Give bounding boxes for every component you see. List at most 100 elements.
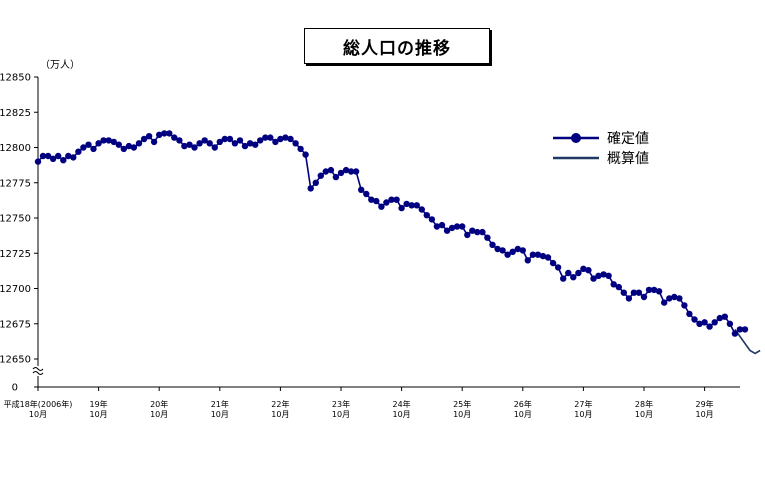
axis-break-mark [32, 371, 44, 375]
data-point [706, 323, 713, 330]
data-point [55, 152, 62, 160]
data-point [216, 138, 223, 146]
x-tick-label-month: 10月 [211, 410, 229, 419]
data-point [524, 257, 531, 264]
data-point [469, 227, 476, 234]
data-point [438, 221, 446, 229]
data-point [140, 135, 148, 143]
data-point [80, 144, 87, 151]
axes [32, 77, 740, 388]
data-point [388, 196, 395, 203]
legend: 確定値 概算値 [553, 128, 649, 168]
x-tick-label-year: 25年 [453, 399, 471, 409]
data-point [570, 274, 577, 281]
axis-break-mask [32, 366, 44, 376]
x-axis-ticks: 平成18年(2006年)10月19年10月20年10月21年10月22年10月2… [4, 387, 714, 419]
data-point [544, 254, 552, 261]
data-point [484, 234, 491, 241]
x-tick-label-month: 10月 [696, 410, 714, 419]
data-point [620, 289, 627, 296]
x-tick-label-year: 19年 [90, 399, 108, 409]
data-point [666, 295, 673, 302]
data-point [580, 265, 587, 272]
x-tick-label-month: 10月 [393, 410, 411, 419]
data-point [322, 168, 329, 175]
x-tick-label-year: 26年 [514, 399, 532, 409]
x-tick-label-month: 10月 [29, 410, 47, 419]
data-point [226, 135, 234, 143]
data-point [509, 248, 516, 255]
data-point [186, 141, 193, 148]
data-point [428, 216, 436, 223]
x-tick-label-year: 24年 [393, 399, 411, 409]
data-point [560, 275, 567, 282]
y-tick-label: 12675 [0, 319, 31, 330]
data-point [85, 141, 92, 148]
data-point [676, 295, 683, 302]
data-point [418, 206, 425, 213]
data-point [514, 245, 521, 253]
y-tick-label: 12800 [0, 143, 31, 154]
data-point [443, 227, 451, 234]
data-point [342, 166, 350, 174]
x-tick-label-month: 10月 [514, 410, 532, 419]
y-tick-label: 12650 [0, 355, 31, 366]
data-point [130, 144, 138, 151]
data-point [605, 272, 612, 279]
y-tick-label: 12700 [0, 284, 31, 295]
data-point [686, 310, 693, 318]
data-point [65, 152, 72, 160]
data-point [661, 299, 668, 306]
data-point [529, 251, 537, 258]
data-point [166, 130, 173, 137]
x-tick-label-year: 平成18年(2006年) [4, 399, 73, 409]
y-zero-label: 0 [12, 383, 18, 394]
data-point [44, 152, 52, 160]
data-point [474, 228, 481, 236]
data-point [145, 133, 153, 140]
data-point [590, 275, 597, 282]
data-point [655, 288, 663, 295]
legend-item-confirmed: 確定値 [553, 128, 649, 148]
data-point [302, 151, 309, 158]
data-point [413, 202, 420, 209]
data-point [262, 134, 269, 141]
data-point [120, 145, 128, 153]
y-tick-label: 12750 [0, 214, 31, 225]
data-point [337, 169, 345, 177]
data-point [297, 145, 304, 153]
data-point [292, 140, 299, 147]
data-point [711, 319, 718, 326]
x-tick-label-month: 10月 [574, 410, 592, 419]
data-point [731, 330, 739, 337]
data-point [150, 138, 158, 146]
data-point [196, 140, 203, 147]
data-point [554, 264, 562, 271]
data-point [519, 247, 526, 254]
data-point [499, 247, 506, 254]
x-tick-label-year: 23年 [332, 399, 350, 409]
data-point [312, 179, 319, 186]
data-point [489, 241, 496, 248]
data-point [398, 204, 405, 212]
x-tick-label-month: 10月 [453, 410, 471, 419]
legend-label-confirmed: 確定値 [607, 131, 649, 147]
data-point [595, 272, 602, 279]
data-point [650, 286, 658, 294]
y-axis-ticks: 12850 12825 12800 12775 12750 12725 12700 12675… [0, 73, 38, 394]
data-point [494, 245, 501, 253]
data-point [171, 134, 178, 141]
x-tick-label-month: 10月 [635, 410, 653, 419]
data-point [115, 141, 123, 148]
data-point [39, 152, 47, 160]
data-point [464, 231, 471, 239]
data-point [600, 271, 607, 278]
data-point [625, 295, 633, 302]
data-point [95, 140, 102, 147]
data-point [221, 135, 228, 143]
data-point [135, 140, 143, 147]
y-tick-label: 12825 [0, 108, 31, 119]
data-point [635, 289, 643, 296]
data-point [368, 196, 375, 203]
